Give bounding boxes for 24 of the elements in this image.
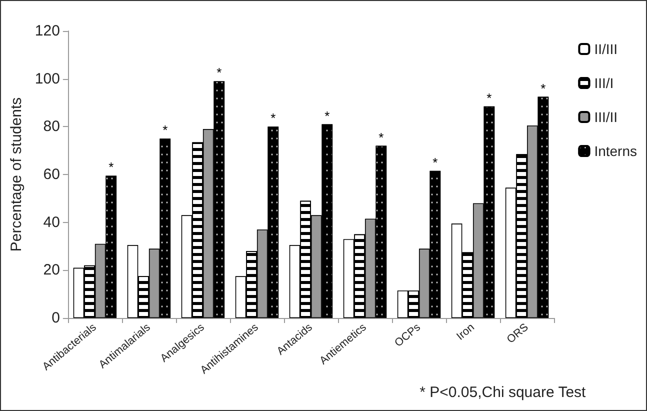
y-tick-label: 120 <box>34 22 60 40</box>
data-label: * <box>324 108 330 124</box>
x-tick-label: Iron <box>454 321 477 343</box>
y-tick-label: 100 <box>34 70 60 88</box>
data-label: * <box>108 160 114 175</box>
x-tick-label: ORS <box>504 321 531 346</box>
y-tick-label: 80 <box>43 118 60 136</box>
data-label: * <box>432 154 438 170</box>
y-axis-title: Percentage of students <box>8 97 25 252</box>
data-label: * <box>270 110 276 126</box>
data-label: * <box>216 65 222 80</box>
legend-label: II/III <box>594 41 618 57</box>
y-tick-label: 20 <box>43 262 60 279</box>
data-label: * <box>486 90 492 106</box>
y-tick-label: 60 <box>43 166 60 183</box>
data-label: * <box>162 122 168 138</box>
data-label: * <box>540 80 546 96</box>
legend-label: Interns <box>594 143 638 159</box>
y-tick-label: 40 <box>43 214 60 231</box>
text: * P<0.05,Chi square Test <box>420 384 587 401</box>
y-tick-label: 0 <box>52 310 60 326</box>
data-label: * <box>378 130 384 145</box>
legend-label: III/I <box>594 75 614 91</box>
legend-label: III/II <box>594 109 618 125</box>
